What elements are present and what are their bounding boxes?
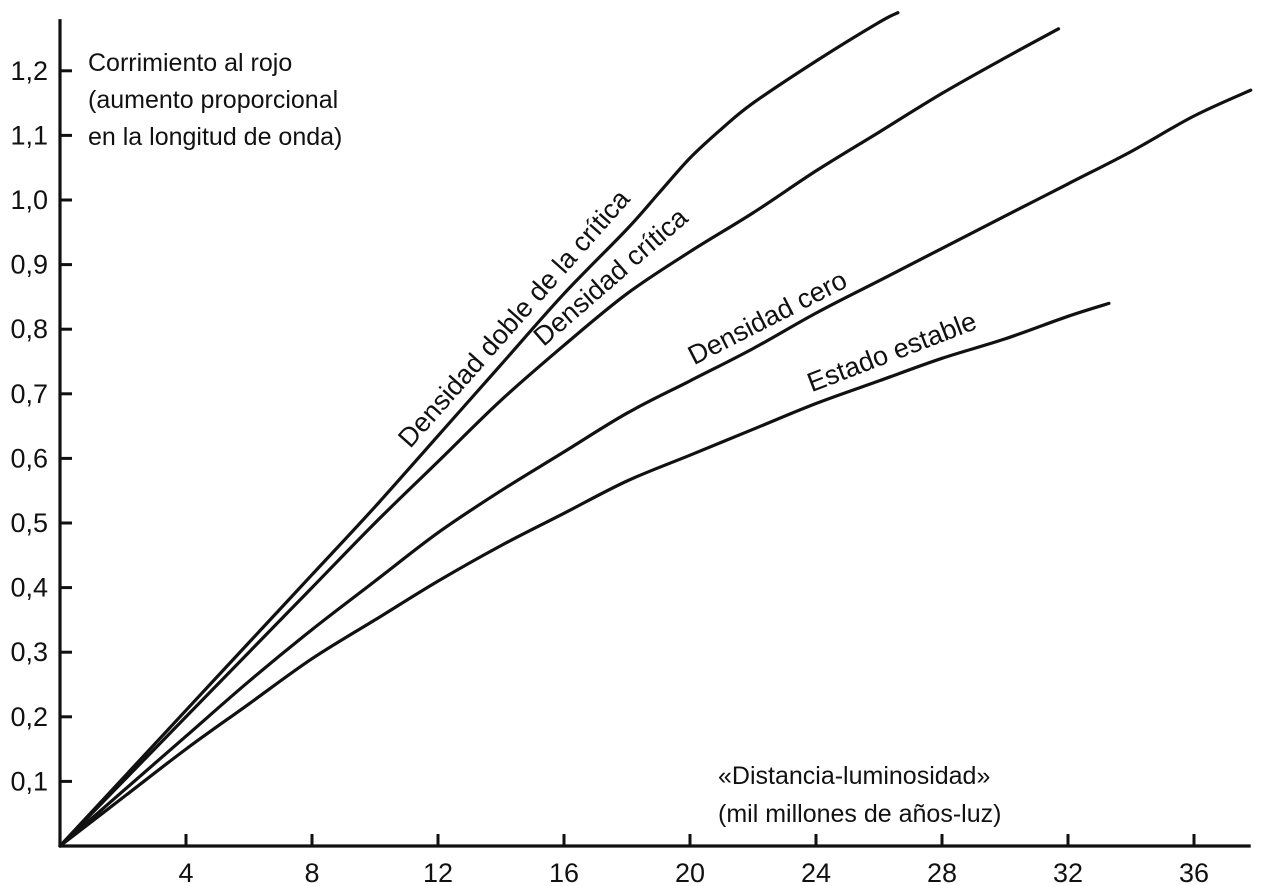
x-tick-label: 28 bbox=[927, 858, 957, 886]
series-label-3: Densidad cero bbox=[683, 265, 852, 371]
y-tick-label: 0,3 bbox=[10, 637, 48, 667]
y-tick-label: 0,1 bbox=[10, 766, 48, 796]
x-tick-label: 12 bbox=[423, 858, 453, 886]
x-tick-label: 4 bbox=[178, 858, 193, 886]
series-line-3 bbox=[58, 88, 1253, 848]
y-axis-title: Corrimiento al rojo (aumento proporciona… bbox=[88, 49, 342, 151]
y-axis-title-line-2: (aumento proporcional bbox=[88, 86, 338, 114]
y-tick-label: 0,2 bbox=[10, 702, 48, 732]
y-tick-label: 0,7 bbox=[10, 379, 48, 409]
x-tick-label: 8 bbox=[304, 858, 319, 886]
ticks: 4 8 12 16 20 24 28 32 36 0,1 0,2 0,3 0,4 0,5 0,6 0,7 0,8… bbox=[10, 56, 1209, 886]
series-line-2 bbox=[58, 27, 1061, 848]
series-line-1 bbox=[58, 11, 900, 848]
x-axis-title-line-1: «Distancia-luminosidad» bbox=[718, 762, 990, 790]
x-axis-title-line-2: (mil millones de años-luz) bbox=[718, 800, 1001, 828]
y-axis-title-line-1: Corrimiento al rojo bbox=[88, 49, 292, 77]
axes bbox=[58, 19, 1251, 848]
y-tick-label: 0,5 bbox=[10, 508, 48, 538]
series-label-1: Densidad doble de la crítica bbox=[392, 183, 636, 453]
y-tick-label: 1,2 bbox=[10, 56, 48, 86]
x-tick-label: 36 bbox=[1179, 858, 1209, 886]
x-tick-label: 32 bbox=[1053, 858, 1083, 886]
y-tick-label: 0,4 bbox=[10, 573, 48, 603]
curves bbox=[58, 11, 1253, 848]
x-tick-label: 24 bbox=[801, 858, 831, 886]
y-tick-label: 0,8 bbox=[10, 314, 48, 344]
x-tick-label: 20 bbox=[675, 858, 705, 886]
x-axis-title: «Distancia-luminosidad» (mil millones de… bbox=[718, 762, 1001, 828]
y-tick-label: 1,1 bbox=[10, 120, 48, 150]
y-tick-label: 0,9 bbox=[10, 250, 48, 280]
y-tick-label: 1,0 bbox=[10, 185, 48, 215]
x-tick-label: 16 bbox=[549, 858, 579, 886]
series-label-4: Estado estable bbox=[803, 306, 980, 398]
series-line-4 bbox=[58, 301, 1111, 848]
y-tick-label: 0,6 bbox=[10, 443, 48, 473]
y-axis-title-line-3: en la longitud de onda) bbox=[88, 123, 342, 151]
